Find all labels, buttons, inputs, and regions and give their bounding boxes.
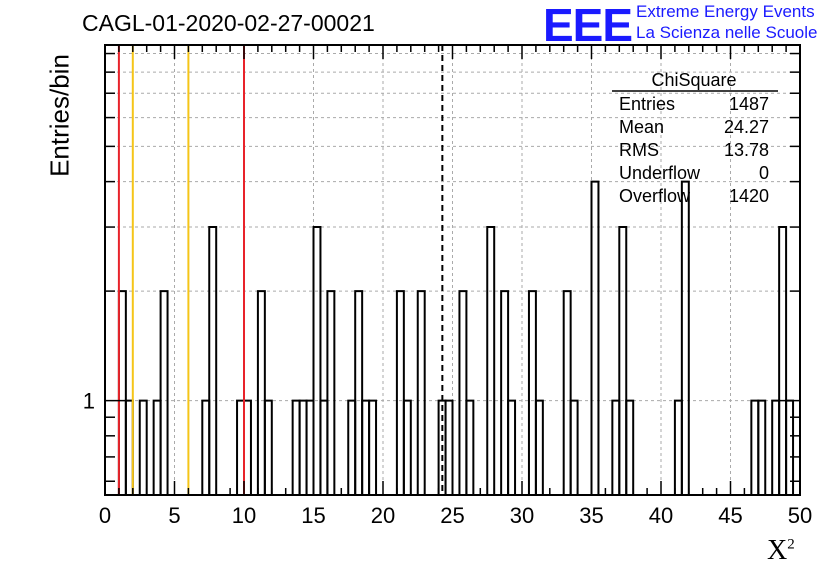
stats-value-entries: 1487 bbox=[729, 94, 769, 114]
histogram-bar bbox=[159, 290, 169, 495]
histogram-bar bbox=[305, 399, 315, 495]
histogram-bar bbox=[256, 290, 266, 495]
histogram-bar bbox=[117, 290, 127, 495]
histogram-bar bbox=[312, 226, 322, 495]
histogram-bar bbox=[326, 290, 336, 495]
stats-value-overflow: 1420 bbox=[729, 186, 769, 206]
logo-tagline-1: Extreme Energy Events bbox=[636, 2, 815, 21]
histogram-bar bbox=[611, 399, 621, 495]
x-tick-label: 20 bbox=[371, 503, 395, 528]
histogram-bar bbox=[507, 399, 517, 495]
histogram-bar bbox=[347, 399, 357, 495]
histogram-bar bbox=[618, 226, 628, 495]
histogram-bar bbox=[319, 399, 329, 495]
histogram-bar bbox=[527, 290, 537, 495]
stats-value-rms: 13.78 bbox=[724, 140, 769, 160]
histogram-bar bbox=[208, 226, 218, 495]
stats-label-underflow: Underflow bbox=[619, 163, 701, 183]
x-tick-label: 35 bbox=[579, 503, 603, 528]
histogram-bar bbox=[778, 226, 788, 495]
x-axis-label-base: X bbox=[767, 535, 788, 566]
histogram-bar bbox=[465, 399, 475, 495]
histogram-bar bbox=[402, 399, 412, 495]
x-tick-label: 0 bbox=[99, 503, 111, 528]
x-tick-label: 30 bbox=[510, 503, 534, 528]
x-axis-label-superscript: 2 bbox=[787, 536, 795, 553]
eee-logo: EEE bbox=[543, 0, 633, 51]
histogram-bar bbox=[750, 399, 760, 495]
x-tick-label: 40 bbox=[649, 503, 673, 528]
histogram-bar bbox=[590, 180, 600, 495]
histogram-bar bbox=[124, 399, 134, 495]
histogram-bar bbox=[486, 226, 496, 495]
histogram-bar bbox=[138, 399, 148, 495]
x-tick-label: 5 bbox=[168, 503, 180, 528]
x-tick-label: 45 bbox=[718, 503, 742, 528]
histogram-bar bbox=[771, 399, 781, 495]
histogram-bar bbox=[291, 399, 301, 495]
histogram-bar bbox=[458, 290, 468, 495]
histogram-bar bbox=[444, 399, 454, 495]
x-tick-label: 50 bbox=[788, 503, 812, 528]
stats-label-rms: RMS bbox=[619, 140, 659, 160]
histogram-bar bbox=[416, 290, 426, 495]
histogram-bar bbox=[152, 399, 162, 495]
histogram-bar bbox=[395, 290, 405, 495]
x-tick-label: 10 bbox=[232, 503, 256, 528]
histogram-bar bbox=[500, 290, 510, 495]
histogram-bar bbox=[680, 180, 690, 495]
histogram-bar bbox=[236, 399, 245, 495]
stats-label-mean: Mean bbox=[619, 117, 664, 137]
x-tick-label: 25 bbox=[440, 503, 464, 528]
plot-title: CAGL-01-2020-02-27-00021 bbox=[82, 10, 375, 36]
histogram-bar bbox=[534, 399, 544, 495]
y-tick-label: 1 bbox=[83, 389, 95, 414]
histogram-bar bbox=[757, 399, 767, 495]
histogram-bar bbox=[298, 399, 308, 495]
histogram-bar bbox=[625, 399, 635, 495]
stats-label-entries: Entries bbox=[619, 94, 675, 114]
histogram-bar bbox=[263, 399, 273, 495]
stats-label-overflow: Overflow bbox=[619, 186, 691, 206]
logo-tagline-2: La Scienza nelle Scuole bbox=[636, 23, 818, 42]
x-tick-label: 15 bbox=[301, 503, 325, 528]
stats-value-underflow: 0 bbox=[759, 163, 769, 183]
histogram-bar bbox=[243, 399, 252, 495]
histogram-bar bbox=[361, 399, 371, 495]
histogram-bar bbox=[201, 399, 211, 495]
x-axis-label: X2 bbox=[767, 535, 795, 567]
histogram-bar bbox=[354, 290, 364, 495]
histogram-bar bbox=[569, 399, 579, 495]
stats-box-name: ChiSquare bbox=[651, 70, 736, 90]
histogram-bar bbox=[368, 399, 378, 495]
histogram-bar bbox=[562, 290, 572, 495]
stats-value-mean: 24.27 bbox=[724, 117, 769, 137]
histogram-bar bbox=[673, 399, 683, 495]
